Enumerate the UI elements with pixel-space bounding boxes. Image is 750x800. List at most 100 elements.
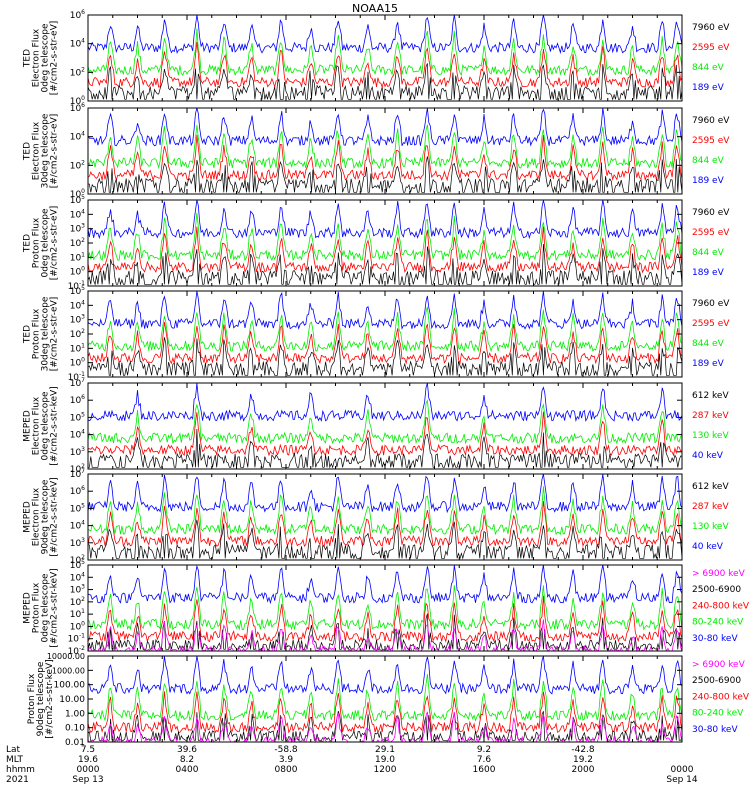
y-tick-label: 105 — [70, 559, 85, 571]
panel-3-traces — [88, 200, 682, 286]
panel-4-traces — [88, 291, 682, 377]
y-tick-label: 106 — [70, 394, 85, 406]
y-axis-label: MEPEDProton Flux0deg telescope[#/cm2-s-s… — [23, 568, 60, 647]
legend-entry: 240-800 keV — [692, 601, 750, 611]
x-tick-label: 2000 — [572, 765, 595, 775]
x-tick-label: -58.8 — [274, 745, 298, 755]
series-2595-ev-line — [88, 41, 682, 89]
series-130-kev-line — [88, 399, 682, 445]
legend-entry: 7960 eV — [692, 116, 730, 126]
y-tick-label: 10-2 — [68, 645, 86, 657]
y-tick-label: 103 — [70, 537, 85, 549]
x-tick-label: Sep 13 — [72, 775, 103, 785]
series-189-ev-line — [88, 108, 682, 147]
panel-7-traces — [88, 565, 682, 651]
y-tick-label: 105 — [70, 285, 85, 297]
y-tick-label: 105 — [70, 194, 85, 206]
y-tick-label: 107 — [70, 468, 85, 480]
series-240-800-kev-line — [88, 595, 682, 643]
y-tick-label: 10-1 — [68, 280, 86, 292]
series-612-kev-line — [88, 519, 682, 560]
x-tick-label: 19.0 — [375, 755, 395, 765]
panel-2-traces — [88, 108, 682, 194]
y-tick-label: 103 — [70, 446, 85, 458]
panel-8-traces — [88, 656, 682, 742]
y-tick-label: 101 — [70, 342, 85, 354]
y-tick-label: 100 — [70, 95, 85, 107]
y-tick-label: 101 — [70, 608, 85, 620]
y-tick-label: 1.00 — [65, 709, 85, 719]
series-40-kev-line — [88, 383, 682, 422]
y-axis-label: Proton Flux90deg telescope[#/cm2-s-str-k… — [27, 659, 55, 738]
panel-5: 102 103 104 105 106 107 MEPEDElectron Flux0deg… — [23, 377, 730, 475]
panels-group: 100 102 104 106 TEDElectron Flux0deg telesco… — [23, 9, 750, 748]
y-tick-label: 107 — [70, 377, 85, 389]
y-axis-label: TEDProton Flux0deg telescope[#/cm2-s-str… — [23, 206, 60, 281]
legend-entry: 287 keV — [692, 502, 729, 512]
y-axis-label: MEPEDElectron Flux90deg telescope[#/cm2-… — [23, 477, 60, 556]
y-tick-label: 102 — [70, 237, 85, 249]
legend-entry: 80-240 keV — [692, 618, 744, 628]
y-tick-label: 106 — [70, 102, 85, 114]
legend-entry: 2595 eV — [692, 319, 730, 329]
series-2500-6900-line — [88, 613, 682, 651]
legend-entry: 2500-6900 — [692, 676, 741, 686]
y-tick-label: 100 — [70, 188, 85, 200]
y-tick-label: 105 — [70, 411, 85, 423]
panel-1-traces — [88, 15, 682, 101]
panel-frame — [87, 14, 683, 102]
figure-title: NOAA15 — [352, 2, 398, 15]
series-240-800-kev-line — [88, 691, 682, 734]
x-tick-label: 19.2 — [573, 755, 593, 765]
series-7960-ev-line — [88, 63, 682, 101]
x-tick-label: 0000 — [671, 765, 694, 775]
x-tick-label: 29.1 — [375, 745, 395, 755]
y-tick-label: 100.00 — [54, 681, 86, 691]
series-2595-ev-line — [88, 226, 682, 274]
y-tick-label: 102 — [70, 159, 85, 171]
panel-5-traces — [88, 383, 682, 469]
y-tick-label: 103 — [70, 223, 85, 235]
legend-entry: 189 eV — [692, 359, 725, 369]
panel-6: 102 103 104 105 106 107 MEPEDElectron Flux90de… — [23, 468, 730, 566]
x-row-label: 2021 — [6, 775, 29, 785]
y-tick-label: 106 — [70, 485, 85, 497]
x-tick-label: 7.5 — [81, 745, 95, 755]
y-tick-label: 100 — [70, 266, 85, 278]
series-189-ev-line — [88, 200, 682, 240]
legend-entry: 189 eV — [692, 268, 725, 278]
y-tick-label: 1000.00 — [52, 666, 85, 675]
y-tick-label: 105 — [70, 502, 85, 514]
series-844-ev-line — [88, 28, 682, 77]
y-tick-label: 10-1 — [68, 371, 86, 383]
legend-entry: 2595 eV — [692, 136, 730, 146]
legend-entry: 30-80 keV — [692, 725, 738, 735]
series-80-240-kev-line — [88, 673, 682, 722]
x-row-label: Lat — [6, 745, 21, 755]
y-axis-label: MEPEDElectron Flux0deg telescope[#/cm2-s… — [23, 386, 60, 465]
x-tick-label: -42.8 — [571, 745, 595, 755]
legend-entry: 612 keV — [692, 391, 729, 401]
legend-entry: 287 keV — [692, 411, 729, 421]
y-tick-label: 104 — [70, 131, 85, 143]
x-tick-label: 1200 — [374, 765, 397, 775]
y-tick-label: 103 — [70, 584, 85, 596]
y-axis-label: TEDElectron Flux0deg telescope[#/cm2-s-s… — [23, 21, 60, 96]
y-tick-label: 10000.00 — [47, 652, 85, 661]
panel-3: 10-1 100 101 102 103 104 105 TEDProton Flux0deg… — [23, 194, 731, 292]
panel-8: 0.01 0.10 1.00 10.00 100.00 1000.00 10000.00Pr… — [27, 652, 750, 748]
panel-frame — [87, 655, 683, 743]
legend-entry: 240-800 keV — [692, 692, 750, 702]
panel-frame — [87, 564, 683, 652]
y-tick-label: 102 — [70, 463, 85, 475]
x-tick-label: 0400 — [176, 765, 199, 775]
x-tick-label: 19.6 — [78, 755, 98, 765]
x-tick-label: 1600 — [473, 765, 496, 775]
x-row-label: hhmm — [6, 765, 35, 775]
y-tick-label: 0.01 — [65, 738, 85, 748]
y-tick-label: 0.10 — [65, 724, 85, 734]
y-tick-label: 10.00 — [59, 695, 85, 705]
y-tick-label: 104 — [70, 208, 85, 220]
